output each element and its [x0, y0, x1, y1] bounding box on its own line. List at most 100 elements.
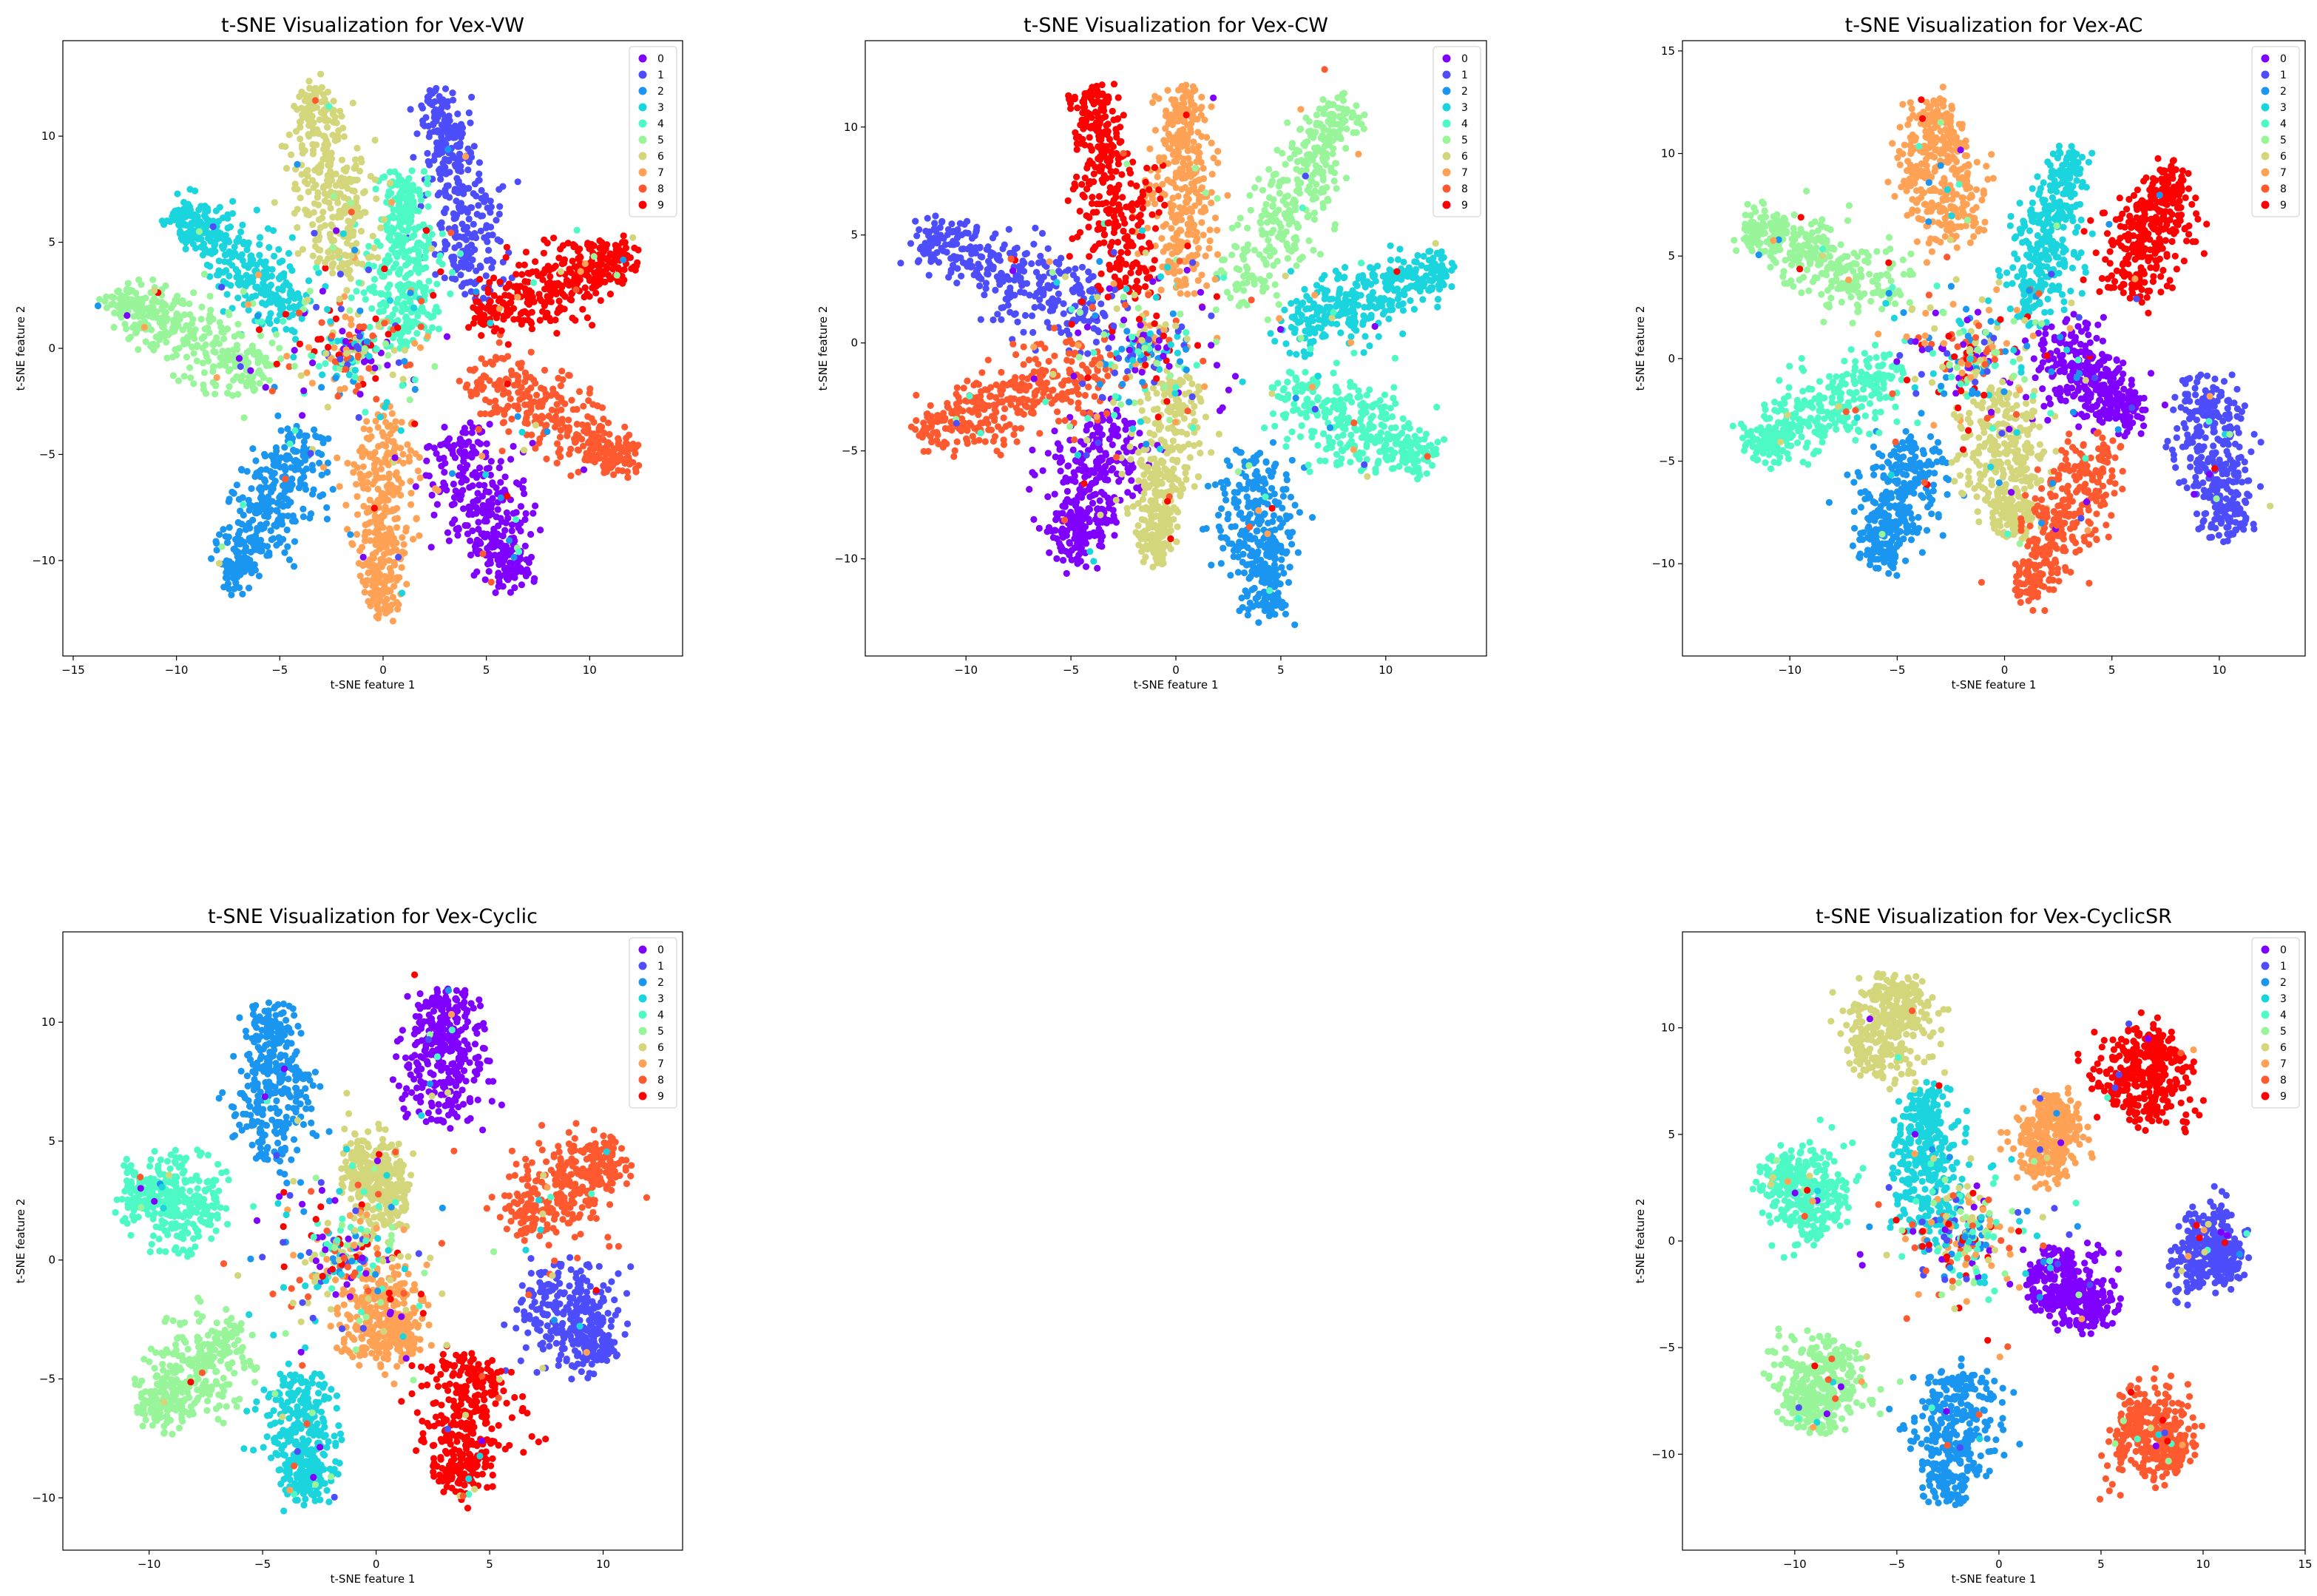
scatter-point — [610, 257, 618, 265]
scatter-point — [343, 164, 351, 172]
scatter-point — [484, 285, 492, 293]
scatter-point — [468, 93, 476, 101]
scatter-point — [285, 486, 293, 493]
scatter-point — [557, 453, 564, 461]
scatter-point — [508, 527, 515, 535]
scatter-point — [994, 311, 1001, 318]
scatter-point — [619, 467, 626, 475]
scatter-point — [365, 504, 373, 513]
scatter-point — [553, 459, 561, 467]
scatter-point — [294, 206, 301, 213]
scatter-point — [606, 430, 613, 438]
scatter-point — [204, 207, 212, 214]
scatter-point — [442, 163, 449, 171]
scatter-point — [366, 426, 373, 433]
scatter-point — [532, 422, 540, 429]
scatter-point — [382, 442, 390, 450]
scatter-point — [476, 440, 484, 447]
scatter-point — [386, 179, 394, 186]
scatter-point — [558, 260, 566, 268]
scatter-point — [1086, 493, 1094, 501]
scatter-point — [1004, 296, 1011, 303]
scatter-point — [325, 199, 333, 206]
scatter-point — [507, 367, 515, 375]
scatter-point — [578, 421, 586, 428]
legend-marker — [638, 103, 647, 112]
scatter-point — [324, 305, 331, 313]
scatter-point — [984, 243, 992, 251]
scatter-point — [226, 563, 233, 570]
scatter-point — [1030, 240, 1038, 248]
scatter-point — [477, 376, 484, 383]
scatter-point — [217, 323, 225, 331]
scatter-point — [629, 234, 637, 241]
scatter-point — [1086, 532, 1093, 540]
scatter-point — [968, 234, 976, 242]
scatter-point — [405, 328, 412, 335]
scatter-point — [1031, 471, 1038, 479]
scatter-point — [285, 556, 294, 564]
scatter-point — [288, 475, 296, 483]
scatter-point — [228, 591, 235, 599]
scatter-point — [1001, 241, 1008, 248]
scatter-point — [237, 276, 244, 283]
scatter-point — [416, 344, 424, 351]
scatter-point — [120, 298, 127, 305]
scatter-point — [1077, 438, 1085, 445]
scatter-point — [513, 271, 520, 278]
scatter-point — [411, 339, 419, 347]
scatter-point — [427, 544, 435, 551]
scatter-point — [360, 502, 368, 510]
legend-label: 7 — [657, 167, 664, 179]
scatter-point — [469, 256, 476, 263]
scatter-point — [1261, 544, 1268, 551]
scatter-point — [1029, 328, 1037, 337]
scatter-point — [215, 560, 223, 567]
scatter-point — [455, 189, 462, 197]
scatter-point — [359, 453, 366, 461]
scatter-point — [392, 305, 399, 313]
scatter-point — [363, 338, 371, 345]
scatter-point — [213, 373, 220, 382]
scatter-point — [354, 493, 361, 501]
scatter-point — [239, 590, 246, 598]
scatter-point — [418, 102, 425, 109]
scatter-point — [463, 476, 470, 484]
scatter-point — [542, 314, 549, 321]
scatter-point — [474, 550, 481, 558]
x-tick-label: −15 — [61, 663, 85, 677]
scatter-point — [989, 234, 997, 242]
scatter-point — [323, 515, 331, 523]
scatter-point — [370, 263, 378, 270]
scatter-point — [226, 356, 233, 364]
scatter-point — [501, 527, 509, 534]
scatter-point — [566, 266, 573, 273]
scatter-point — [476, 464, 484, 472]
scatter-point — [525, 559, 532, 567]
scatter-point — [476, 538, 484, 546]
scatter-point — [518, 581, 526, 589]
scatter-point — [473, 385, 481, 393]
scatter-point — [445, 537, 453, 544]
scatter-point — [533, 391, 541, 399]
scatter-point — [234, 294, 242, 302]
scatter-point — [456, 464, 464, 471]
scatter-point — [218, 283, 226, 291]
scatter-point — [632, 450, 639, 457]
scatter-point — [283, 165, 291, 172]
scatter-point — [305, 188, 312, 195]
scatter-point — [325, 435, 332, 442]
scatter-point — [1242, 561, 1251, 569]
scatter-point — [442, 115, 450, 123]
scatter-point — [479, 550, 487, 558]
scatter-point — [572, 272, 580, 280]
scatter-point — [436, 257, 443, 265]
scatter-point — [494, 506, 501, 513]
scatter-point — [539, 308, 547, 315]
scatter-point — [441, 423, 448, 431]
scatter-point — [430, 128, 438, 135]
scatter-point — [558, 283, 566, 291]
scatter-point — [487, 458, 495, 465]
scatter-point — [180, 373, 188, 380]
scatter-point — [914, 258, 921, 266]
